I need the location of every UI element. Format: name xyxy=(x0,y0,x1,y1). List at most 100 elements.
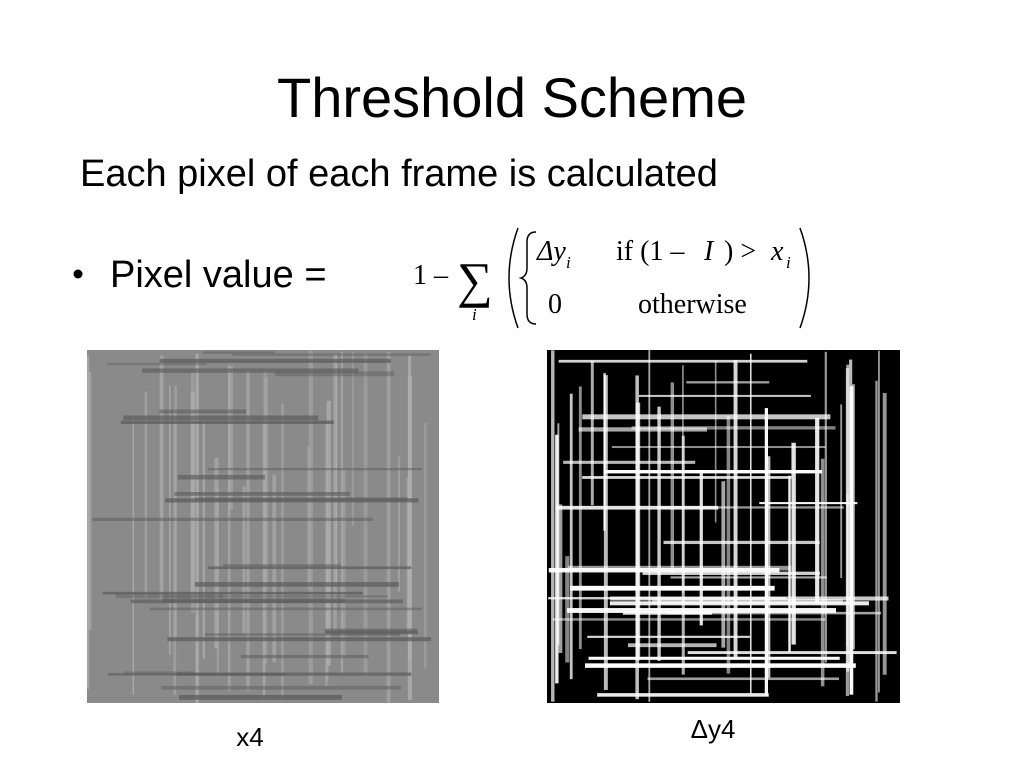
texture-streak xyxy=(202,351,275,354)
texture-streak xyxy=(123,415,319,421)
texture-streak xyxy=(875,380,878,702)
formula-index: i xyxy=(786,253,791,272)
texture-streak xyxy=(587,635,750,638)
texture-streak xyxy=(228,366,234,511)
texture-streak xyxy=(159,358,391,363)
texture-streak xyxy=(176,672,412,676)
texture-streak xyxy=(849,359,853,667)
texture-streak xyxy=(124,671,195,675)
texture-streak xyxy=(878,350,880,693)
texture-streak xyxy=(194,582,399,587)
texture-streak xyxy=(699,470,703,626)
texture-streak xyxy=(631,426,836,430)
texture-streak xyxy=(87,371,92,631)
texture-streak xyxy=(647,677,840,681)
texture-streak xyxy=(174,385,177,637)
formula: 1 – ∑ i Δy i if (1 – I ) > x i 0 otherwi… xyxy=(413,227,810,329)
texture-streak xyxy=(570,585,775,591)
texture-streak xyxy=(262,422,266,699)
texture-streak xyxy=(656,506,844,509)
texture-streak xyxy=(670,576,827,579)
texture-streak xyxy=(92,517,373,521)
texture-streak xyxy=(567,565,792,571)
texture-streak xyxy=(424,422,427,669)
texture-streak xyxy=(578,427,707,432)
texture-streak xyxy=(721,481,726,648)
texture-streak xyxy=(820,458,825,687)
texture-streak xyxy=(666,611,882,615)
texture-streak xyxy=(179,694,343,700)
formula-text: ) > xyxy=(724,236,756,267)
formula-text: otherwise xyxy=(638,289,747,320)
texture-streak xyxy=(563,460,696,464)
subtitle: Each pixel of each frame is calculated xyxy=(80,153,718,195)
formula-index: i xyxy=(472,305,477,324)
texture-streak xyxy=(638,394,811,397)
image-caption: x4 xyxy=(236,722,263,752)
texture-streak xyxy=(398,456,400,592)
formula-text: x xyxy=(770,236,784,267)
texture-streak xyxy=(149,607,422,611)
texture-streak xyxy=(227,365,231,691)
texture-streak xyxy=(845,368,849,697)
texture-streak xyxy=(681,435,685,675)
formula-index: i xyxy=(566,253,571,272)
texture-streak xyxy=(164,498,419,503)
texture-streak xyxy=(204,633,401,636)
texture-streak xyxy=(552,618,826,621)
texture-streak xyxy=(308,350,313,685)
texture-streak xyxy=(652,598,843,604)
texture-streak xyxy=(107,362,207,366)
texture-streak xyxy=(246,371,250,691)
formula-paren xyxy=(799,227,810,329)
texture-streak xyxy=(275,371,395,377)
texture-streak xyxy=(115,594,223,599)
texture-streak xyxy=(852,384,855,650)
texture-streak xyxy=(597,693,769,697)
texture-streak xyxy=(342,469,346,658)
bullet-text: Pixel value = xyxy=(110,254,327,296)
image-caption: Δy4 xyxy=(691,714,736,744)
texture-streak xyxy=(102,591,363,595)
texture-streak xyxy=(582,414,831,420)
texture-streak xyxy=(603,470,822,474)
texture-streak xyxy=(280,403,284,700)
texture-streak xyxy=(558,504,563,653)
texture-streak xyxy=(340,351,344,675)
texture-streak xyxy=(635,402,641,661)
texture-streak xyxy=(686,381,770,384)
texture-streak xyxy=(642,571,820,575)
texture-streak xyxy=(177,474,265,480)
texture-streak xyxy=(159,409,247,414)
texture-streak xyxy=(407,375,412,700)
texture-streak xyxy=(603,373,606,531)
texture-streak xyxy=(558,359,808,363)
texture-image xyxy=(547,350,900,703)
texture-streak xyxy=(555,434,559,684)
texture-streak xyxy=(590,361,594,506)
formula-text: 1 – xyxy=(413,260,449,291)
texture-streak xyxy=(363,353,368,677)
texture-streak xyxy=(663,540,820,545)
texture-streak xyxy=(548,597,787,600)
texture-streak xyxy=(207,566,412,570)
texture-streak xyxy=(307,446,311,589)
texture-streak xyxy=(195,353,199,703)
texture-streak xyxy=(325,630,419,635)
texture-streak xyxy=(569,393,573,680)
texture-streak xyxy=(578,386,582,650)
texture-streak xyxy=(207,467,423,471)
texture-streak xyxy=(657,406,661,661)
texture-streak xyxy=(264,377,269,588)
texture-streak xyxy=(406,477,409,633)
texture-streak xyxy=(242,486,246,634)
texture-streak xyxy=(130,599,403,604)
texture-streak xyxy=(556,505,719,510)
texture-streak xyxy=(223,564,341,567)
texture-streak xyxy=(202,421,205,659)
texture-streak xyxy=(726,415,731,674)
texture-streak xyxy=(714,360,717,523)
texture-streak xyxy=(214,457,219,649)
texture-streak xyxy=(144,391,148,598)
texture-streak xyxy=(386,351,391,703)
